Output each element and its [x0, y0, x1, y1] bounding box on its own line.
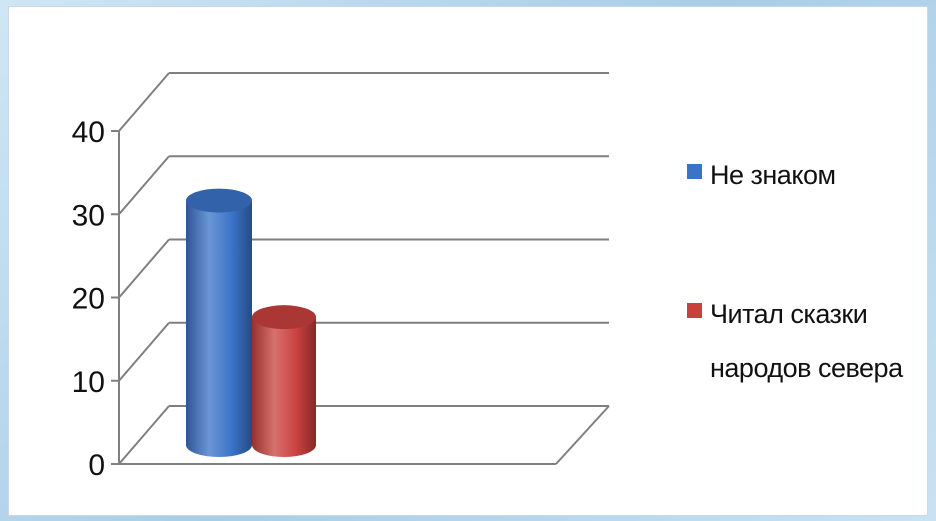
floor-right-edge [555, 405, 610, 465]
legend-label-2: народов севера [710, 353, 904, 383]
legend-label-1: Не знаком [710, 160, 836, 190]
y-tick-label: 30 [72, 199, 105, 232]
y-tick-label: 40 [72, 116, 105, 149]
legend-label-2: Читал сказки [710, 299, 867, 329]
legend-swatch-2 [687, 303, 702, 318]
bar-chart: 0 10 20 30 40 Не знаком Читал сказки народов се… [72, 72, 905, 482]
bar-ne-znakom [186, 200, 252, 457]
side-gridline [118, 155, 170, 215]
bar-top-ne-znakom [186, 188, 252, 213]
side-gridline [118, 72, 170, 132]
y-tick-label: 20 [72, 283, 105, 316]
side-gridline [118, 238, 170, 299]
bar-top-chital-skazki [252, 305, 316, 330]
y-tick-label: 0 [88, 449, 105, 482]
y-tick-label: 10 [72, 366, 105, 399]
side-gridline [118, 405, 170, 465]
chart-panel: 0 10 20 30 40 Не знаком Читал сказки народов се… [8, 6, 928, 516]
bar-chital-skazki [252, 317, 316, 457]
side-gridline [118, 322, 170, 382]
legend-swatch-1 [687, 164, 702, 179]
